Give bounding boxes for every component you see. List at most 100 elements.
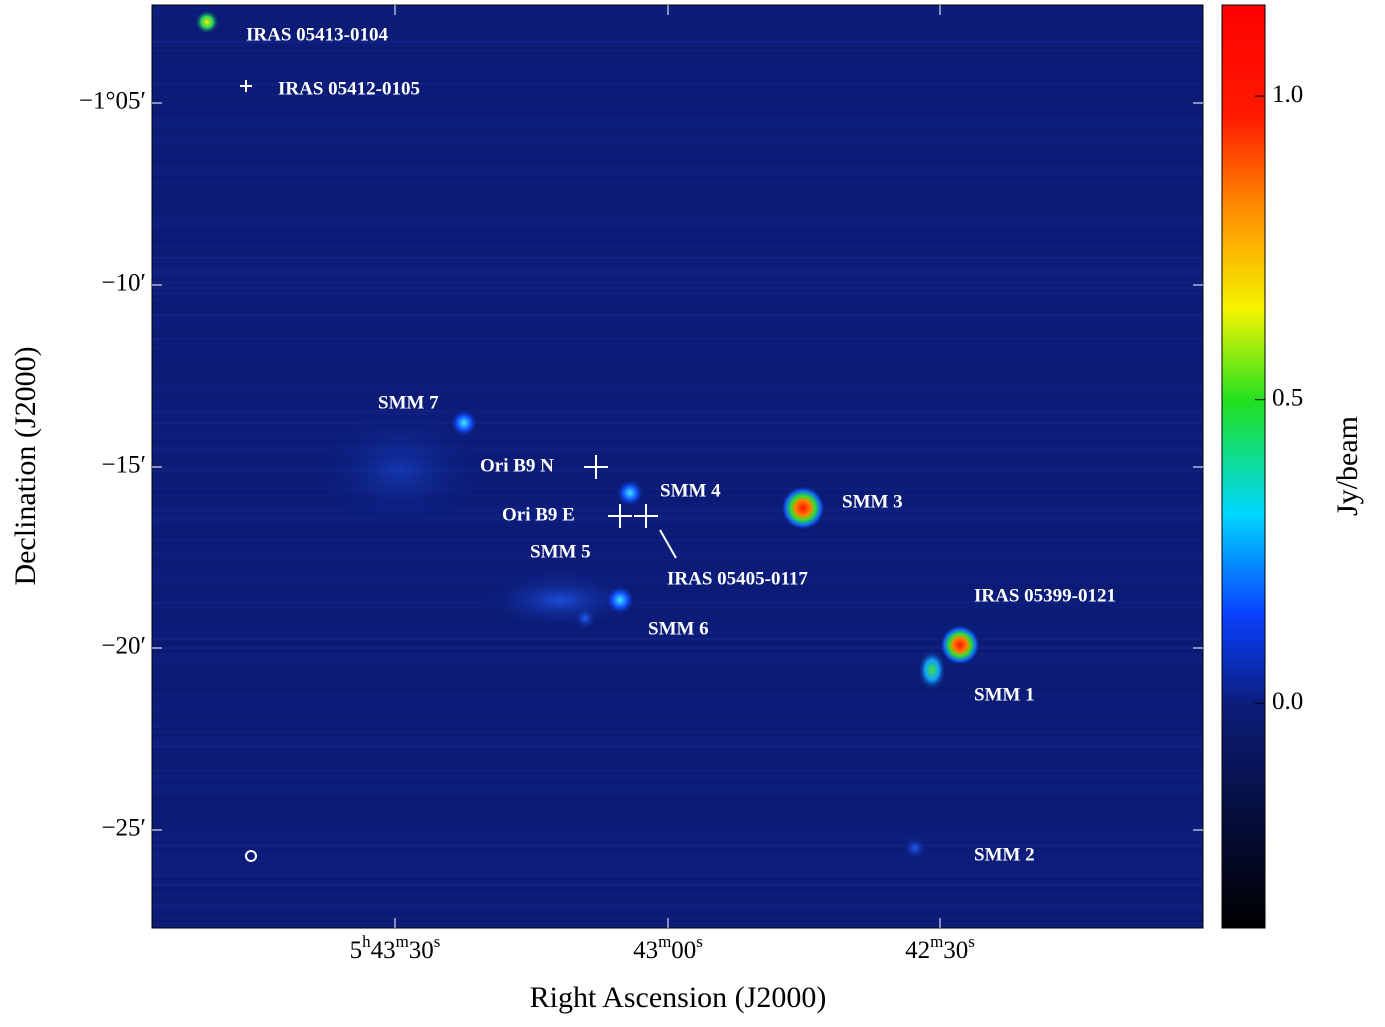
stripe	[152, 659, 1203, 661]
stripe	[152, 668, 1203, 670]
stripe	[152, 854, 1203, 856]
stripe	[152, 422, 1203, 424]
stripe	[152, 356, 1203, 358]
stripe	[152, 839, 1203, 841]
stripe	[152, 143, 1203, 145]
stripe	[152, 128, 1203, 130]
y-tick-label: −25′	[101, 815, 146, 842]
x-tick-label: 42m30s	[905, 932, 975, 964]
stripe	[152, 131, 1203, 133]
stripe	[152, 761, 1203, 763]
stripe	[152, 824, 1203, 826]
source-label: SMM 5	[530, 541, 591, 562]
stripe	[152, 56, 1203, 58]
unit: s	[696, 932, 703, 951]
stripe	[152, 686, 1203, 688]
stripe	[152, 209, 1203, 211]
y-tick-label: −15′	[101, 452, 146, 479]
stripe	[152, 680, 1203, 682]
stripe	[152, 161, 1203, 163]
stripe	[152, 164, 1203, 166]
stripe	[152, 293, 1203, 295]
source-label: SMM 3	[842, 491, 903, 512]
stripe	[152, 326, 1203, 328]
stripe	[152, 446, 1203, 448]
stripe	[152, 65, 1203, 67]
stripe	[152, 233, 1203, 235]
stripe	[152, 206, 1203, 208]
stripe	[152, 554, 1203, 556]
stripe	[152, 914, 1203, 916]
stripe	[152, 218, 1203, 220]
stripe	[152, 896, 1203, 898]
stripe	[152, 683, 1203, 685]
stripe	[152, 503, 1203, 505]
stripe	[152, 53, 1203, 55]
stripe	[152, 842, 1203, 844]
unit: s	[434, 932, 441, 951]
stripe	[152, 257, 1203, 259]
stripe	[152, 770, 1203, 772]
stripe	[152, 101, 1203, 103]
stripe	[152, 434, 1203, 436]
stripe	[152, 350, 1203, 352]
stripe	[152, 827, 1203, 829]
stripe	[152, 362, 1203, 364]
stripe	[152, 116, 1203, 118]
stripe	[152, 887, 1203, 889]
stripe	[152, 347, 1203, 349]
stripe	[152, 113, 1203, 115]
stripe	[152, 551, 1203, 553]
stripe	[152, 536, 1203, 538]
stripe	[152, 815, 1203, 817]
stripe	[152, 404, 1203, 406]
stripe	[152, 707, 1203, 709]
unit: m	[658, 932, 671, 951]
stripe	[152, 653, 1203, 655]
stripe	[152, 269, 1203, 271]
stripe	[152, 122, 1203, 124]
stripe	[152, 728, 1203, 730]
stripe	[152, 395, 1203, 397]
stripe	[152, 14, 1203, 16]
stripe	[152, 74, 1203, 76]
stripe	[152, 323, 1203, 325]
stripe	[152, 869, 1203, 871]
source-label: IRAS 05413-0104	[246, 24, 388, 45]
stripe	[152, 47, 1203, 49]
stripe	[152, 470, 1203, 472]
stripe	[152, 872, 1203, 874]
stripe	[152, 782, 1203, 784]
stripe	[152, 416, 1203, 418]
stripe	[152, 392, 1203, 394]
stripe	[152, 200, 1203, 202]
stripe	[152, 71, 1203, 73]
number: 00	[671, 937, 696, 964]
stripe	[152, 251, 1203, 253]
stripe	[152, 845, 1203, 847]
stripe	[152, 860, 1203, 862]
stripe	[152, 443, 1203, 445]
stripe	[152, 215, 1203, 217]
stripe	[152, 458, 1203, 460]
stripe	[152, 755, 1203, 757]
stripe	[152, 899, 1203, 901]
number: 42	[905, 937, 930, 964]
stripe	[152, 134, 1203, 136]
stripe	[152, 695, 1203, 697]
stripe	[152, 722, 1203, 724]
stripe	[152, 665, 1203, 667]
stripe	[152, 803, 1203, 805]
stripe	[152, 812, 1203, 814]
stripe	[152, 410, 1203, 412]
stripe	[152, 17, 1203, 19]
stripe	[152, 341, 1203, 343]
colorbar-tick-label: 0.0	[1272, 688, 1303, 715]
stripe	[152, 137, 1203, 139]
stripe	[152, 800, 1203, 802]
stripe	[152, 521, 1203, 523]
stripe	[152, 374, 1203, 376]
stripe	[152, 548, 1203, 550]
stripe	[152, 371, 1203, 373]
stripe	[152, 212, 1203, 214]
